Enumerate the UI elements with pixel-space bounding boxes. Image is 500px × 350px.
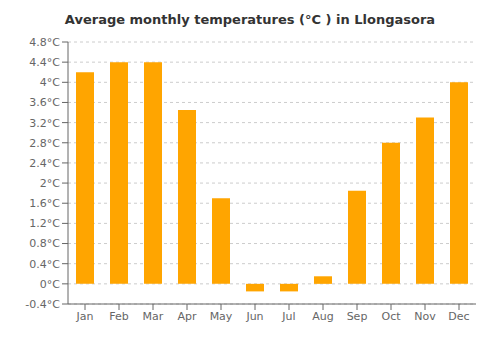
svg-text:3.6°C: 3.6°C xyxy=(29,96,60,109)
svg-text:-0.4°C: -0.4°C xyxy=(25,298,60,311)
svg-text:4.8°C: 4.8°C xyxy=(29,36,60,49)
svg-text:1.2°C: 1.2°C xyxy=(29,217,60,230)
svg-text:2.4°C: 2.4°C xyxy=(29,157,60,170)
svg-text:0.4°C: 0.4°C xyxy=(29,258,60,271)
svg-text:1.6°C: 1.6°C xyxy=(29,197,60,210)
svg-text:Jan: Jan xyxy=(76,310,94,323)
svg-text:Mar: Mar xyxy=(143,310,164,323)
svg-text:3.2°C: 3.2°C xyxy=(29,117,60,130)
svg-text:4.4°C: 4.4°C xyxy=(29,56,60,69)
svg-text:0°C: 0°C xyxy=(40,278,60,291)
svg-text:Sep: Sep xyxy=(347,310,368,323)
svg-text:Jul: Jul xyxy=(281,310,295,323)
svg-text:Nov: Nov xyxy=(414,310,436,323)
svg-text:Feb: Feb xyxy=(109,310,128,323)
svg-text:Jun: Jun xyxy=(245,310,263,323)
svg-text:2.8°C: 2.8°C xyxy=(29,137,60,150)
svg-text:Apr: Apr xyxy=(177,310,197,323)
svg-text:Dec: Dec xyxy=(448,310,469,323)
svg-text:Oct: Oct xyxy=(381,310,401,323)
html-text:Average monthly temperatures (: Average monthly temperatures (°C ) in Ll… xyxy=(64,12,436,27)
svg-text:4°C: 4°C xyxy=(40,76,60,89)
svg-text:2°C: 2°C xyxy=(40,177,60,190)
svg-text:May: May xyxy=(210,310,233,323)
svg-text:0.8°C: 0.8°C xyxy=(29,237,60,250)
svg-text:Aug: Aug xyxy=(312,310,333,323)
